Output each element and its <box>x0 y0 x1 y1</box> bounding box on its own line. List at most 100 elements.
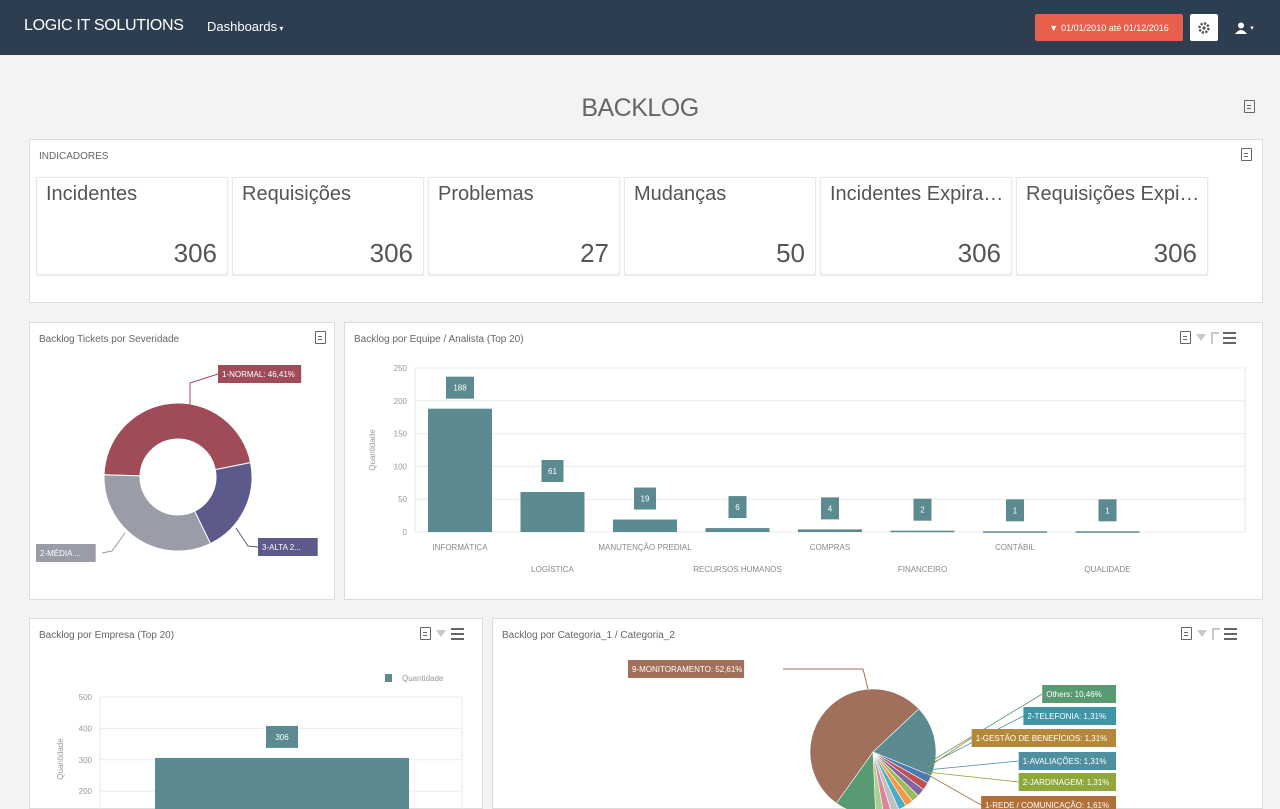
bar-value-box <box>1006 499 1024 522</box>
bar-value-label: 306 <box>275 733 289 742</box>
date-range-text: 01/01/2010 até 01/12/2016 <box>1061 22 1169 33</box>
sliders-icon[interactable] <box>1224 627 1237 640</box>
bar-value-box <box>634 487 656 510</box>
export-document-icon[interactable] <box>1180 331 1191 344</box>
caret-down-icon: ▾ <box>277 24 284 33</box>
kpi-value: 50 <box>776 238 805 268</box>
bar-value-box <box>266 725 298 748</box>
kpi-card-requisicoes-expiradas[interactable]: Requisições Expira... 306 <box>1016 177 1208 275</box>
panel-toolbar <box>1181 627 1237 640</box>
brand-logo[interactable]: LOGIC IT SOLUTIONS <box>24 17 184 34</box>
panel-toolbar <box>1180 331 1236 344</box>
bar <box>798 529 862 532</box>
filter-icon[interactable] <box>1197 630 1207 637</box>
leader-line <box>101 532 126 554</box>
bar <box>155 757 409 809</box>
x-tick-label: FINANCEIRO <box>898 565 947 574</box>
kpi-label: Requisições Expira... <box>1026 183 1204 205</box>
leader-line <box>926 760 1019 771</box>
donut-slice <box>103 402 252 477</box>
y-tick-label: 50 <box>398 495 407 504</box>
bar-value-label: 61 <box>548 467 557 476</box>
panel-title: Backlog por Categoria_1 / Categoria_2 <box>502 630 675 641</box>
category-pie-chart[interactable]: 9-MONITORAMENTO: 52,61% Others: 10,46% 2-T… <box>493 619 1262 809</box>
pointer-icon[interactable] <box>1211 331 1219 344</box>
y-tick-label: 300 <box>79 756 93 765</box>
team-chart-panel: Backlog por Equipe / Analista (Top 20) 0… <box>344 322 1263 600</box>
pie-slice <box>872 751 899 809</box>
panel-toolbar <box>315 331 326 344</box>
x-tick-label: CONTÁBIL <box>995 543 1036 552</box>
company-bar-chart[interactable]: Quantidade100200300400500Quantidade306 <box>30 619 482 809</box>
x-tick-label: LOGÍSTICA <box>531 565 574 574</box>
severity-donut-chart[interactable]: 1-NORMAL: 46,41% 3-ALTA 2... 2-MÉDIA ... <box>30 323 334 599</box>
pointer-icon[interactable] <box>1212 627 1220 640</box>
severity-chart-panel: Backlog Tickets por Severidade 1-NORMAL:… <box>29 322 335 600</box>
kpi-value: 306 <box>1153 238 1197 268</box>
team-bar-chart[interactable]: 0 50 100 150 200 250 Quantidade 188 INFORMÁTICA 6… <box>345 323 1262 599</box>
kpi-card-incidentes-expirados[interactable]: Incidentes Expirad... 306 <box>820 177 1012 275</box>
pie-label: 1-REDE / COMUNICAÇÃO: 1,61% <box>985 801 1109 809</box>
kpi-label: Problemas <box>438 183 534 205</box>
filter-icon[interactable] <box>1196 334 1206 341</box>
pie-label: 2-TELEFONIA: 1,31% <box>1027 712 1106 721</box>
export-document-icon[interactable] <box>315 331 326 344</box>
date-range-filter-button[interactable]: ▼ 01/01/2010 até 01/12/2016 <box>1035 14 1183 41</box>
y-tick-label: 0 <box>403 528 408 537</box>
export-page-button[interactable] <box>1244 100 1255 118</box>
y-axis-label: Quantidade <box>56 738 65 780</box>
kpi-value: 27 <box>580 238 609 268</box>
panel-title: Backlog por Equipe / Analista (Top 20) <box>354 334 524 345</box>
bar <box>890 530 955 533</box>
settings-button[interactable] <box>1190 14 1218 41</box>
kpi-label: Requisições <box>242 183 351 205</box>
donut-label: 1-NORMAL: 46,41% <box>222 370 295 379</box>
kpi-card-mudancas[interactable]: Mudanças 50 <box>624 177 816 275</box>
kpi-label: Incidentes <box>46 183 138 205</box>
bar-value-box <box>913 498 932 521</box>
y-axis-label: Quantidade <box>368 429 377 471</box>
kpi-value: 306 <box>173 238 217 268</box>
export-document-icon[interactable] <box>420 627 431 640</box>
dashboards-menu[interactable]: Dashboards ▾ <box>207 19 283 34</box>
pie-label: 2-JARDINAGEM: 1,31% <box>1023 778 1110 787</box>
filter-icon[interactable] <box>436 630 446 637</box>
y-tick-label: 100 <box>394 462 408 471</box>
bar <box>983 531 1047 533</box>
panel-toolbar <box>1241 148 1252 161</box>
leader-line <box>926 773 982 806</box>
x-tick-label: INFORMÁTICA <box>432 543 488 552</box>
user-menu-button[interactable]: ▾ <box>1228 16 1260 40</box>
pie-slice <box>872 751 884 809</box>
bar-value-label: 1 <box>1013 506 1018 515</box>
bar-value-box <box>541 459 564 482</box>
bar-value-label: 19 <box>641 495 650 504</box>
pie-label: 9-MONITORAMENTO: 52,61% <box>632 665 742 674</box>
kpi-card-requisicoes[interactable]: Requisições 306 <box>232 177 424 275</box>
kpi-value: 306 <box>369 238 413 268</box>
pie-label-box <box>971 729 1116 747</box>
panel-title: INDICADORES <box>39 151 109 162</box>
kpi-card-problemas[interactable]: Problemas 27 <box>428 177 620 275</box>
user-icon <box>1235 22 1248 34</box>
bar-value-label: 2 <box>920 506 925 515</box>
x-tick-label: QUALIDADE <box>1084 565 1130 574</box>
kpi-card-incidentes[interactable]: Incidentes 306 <box>36 177 228 275</box>
category-chart-panel: Backlog por Categoria_1 / Categoria_2 9-… <box>492 618 1263 809</box>
sliders-icon[interactable] <box>1223 331 1236 344</box>
export-document-icon <box>1244 100 1255 113</box>
sliders-icon[interactable] <box>451 627 464 640</box>
export-document-icon[interactable] <box>1181 627 1192 640</box>
bar-value-label: 6 <box>735 503 740 512</box>
top-navbar: LOGIC IT SOLUTIONS Dashboards ▾ ▼ 01/01/… <box>0 0 1280 55</box>
bar-value-box <box>1098 499 1117 522</box>
y-tick-label: 150 <box>394 430 408 439</box>
export-document-icon[interactable] <box>1241 148 1252 161</box>
panel-title: Backlog por Empresa (Top 20) <box>39 630 175 641</box>
pie-label-box <box>1018 773 1116 791</box>
leader-line <box>926 771 1019 783</box>
bar <box>1075 531 1140 533</box>
x-tick-label: COMPRAS <box>810 543 850 552</box>
bar <box>705 528 770 532</box>
legend-label: Quantidade <box>402 674 444 683</box>
